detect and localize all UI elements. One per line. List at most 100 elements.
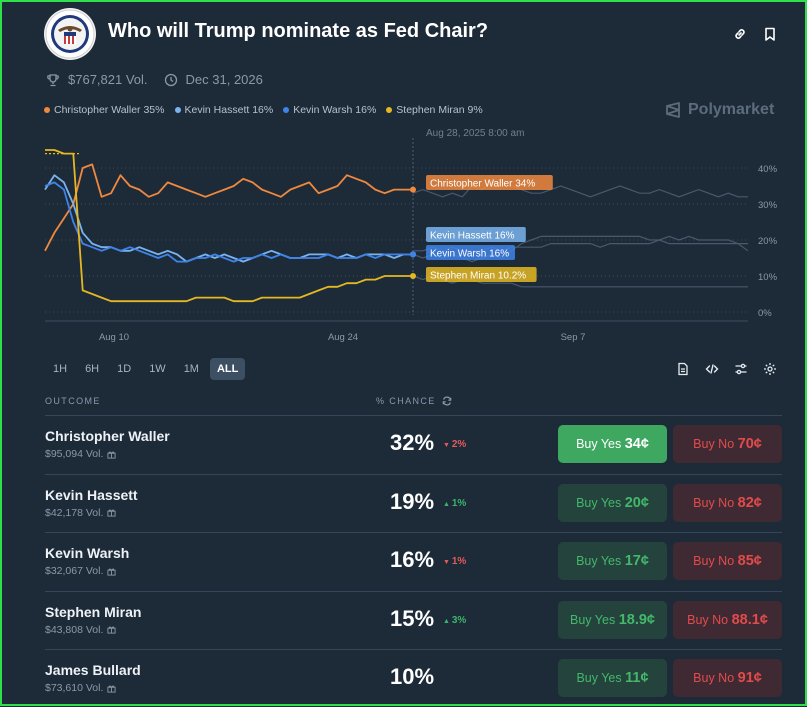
market-meta: $767,821 Vol. Dec 31, 2026 xyxy=(46,72,263,87)
col-chance-label: % CHANCE xyxy=(376,396,436,406)
chance-change-value: 2% xyxy=(451,439,467,450)
chance-change: ▲ 3% xyxy=(443,615,466,626)
legend-item-miran: Stephen Miran 9% xyxy=(386,104,483,116)
y-tick-label: 10% xyxy=(758,272,778,283)
row-divider xyxy=(45,473,782,475)
brand-name: Polymarket xyxy=(688,101,775,118)
change-arrow-icon: ▲ xyxy=(443,617,452,625)
range-1h-button[interactable]: 1H xyxy=(53,363,68,375)
link-icon[interactable] xyxy=(732,26,748,42)
hover-date-label: Aug 28, 2025 8:00 am xyxy=(426,128,524,139)
polymarket-brand: Polymarket xyxy=(664,101,774,119)
future-series-line xyxy=(412,235,749,263)
sliders-icon[interactable] xyxy=(732,360,750,378)
buy-yes-label: Buy Yes xyxy=(576,437,622,451)
outcome-row[interactable]: Kevin Hassett $42,178 Vol. 19% ▲ 1% Buy Yes … xyxy=(45,474,782,532)
y-tick-label: 0% xyxy=(758,308,772,319)
range-1d-button[interactable]: 1D xyxy=(117,363,132,375)
buy-yes-price: 11¢ xyxy=(625,670,649,686)
buy-yes-price: 20¢ xyxy=(624,494,649,511)
outcome-volume-text: $43,808 Vol. xyxy=(45,623,104,636)
outcome-name: Kevin Warsh xyxy=(45,545,130,561)
buy-no-label: Buy No xyxy=(693,437,735,451)
outcome-chance: 16% xyxy=(390,547,435,572)
x-tick-label: Sep 7 xyxy=(561,332,586,343)
outcomes-table-header: OUTCOME % CHANCE xyxy=(45,396,782,406)
clock-icon xyxy=(164,73,177,86)
series-line-kevin-warsh xyxy=(44,181,413,263)
buy-yes-label: Buy Yes xyxy=(576,495,622,510)
outcome-row[interactable]: Christopher Waller $95,094 Vol. 32% ▼ 2% Buy… xyxy=(45,415,782,473)
series-line-stephen-miran xyxy=(45,149,413,303)
legend-item-waller: Christopher Waller 35% xyxy=(44,104,165,116)
market-title: Who will Trump nominate as Fed Chair? xyxy=(108,20,489,42)
series-tag-bg xyxy=(426,267,537,282)
chance-change-value: 1% xyxy=(451,497,467,509)
outcome-name: Christopher Waller xyxy=(45,428,170,444)
buy-no-button[interactable]: Buy No 85¢ xyxy=(673,542,782,580)
outcome-chance: 10% xyxy=(390,664,435,689)
outcome-volume: $42,178 Vol. xyxy=(45,507,116,519)
legend-dot xyxy=(44,107,50,113)
buy-yes-button[interactable]: Buy Yes 18.9¢ xyxy=(558,600,667,639)
trophy-icon xyxy=(47,73,59,86)
gear-icon[interactable] xyxy=(761,360,779,378)
embed-code-icon[interactable] xyxy=(703,360,721,378)
range-6h-button[interactable]: 6H xyxy=(85,363,100,375)
col-outcome: OUTCOME xyxy=(45,396,101,406)
buy-yes-button[interactable]: Buy Yes 17¢ xyxy=(558,542,667,580)
buy-no-label: Buy No xyxy=(687,612,729,627)
chance-change-value: 1% xyxy=(451,556,467,567)
buy-no-button[interactable]: Buy No 70¢ xyxy=(673,425,782,463)
buy-no-label: Buy No xyxy=(693,495,735,510)
price-history-chart[interactable]: 40% 30% 20% 10% 0% Aug 10 Aug 24 Sep 7 Aug 28, 2… xyxy=(0,120,807,350)
series-end-dot xyxy=(410,273,416,279)
outcome-volume-text: $32,067 Vol. xyxy=(45,565,104,577)
series-tag-bg xyxy=(426,245,515,260)
buy-yes-price: 17¢ xyxy=(624,553,649,569)
series-tag-bg xyxy=(426,175,553,190)
polymarket-logo-icon xyxy=(666,102,680,118)
buy-no-price: 82¢ xyxy=(737,494,762,511)
change-arrow-icon: ▼ xyxy=(443,559,452,566)
buy-yes-button[interactable]: Buy Yes 11¢ xyxy=(558,659,667,697)
range-all-button[interactable]: ALL xyxy=(209,358,246,380)
series-end-dot xyxy=(410,251,416,258)
y-tick-label: 40% xyxy=(758,164,778,175)
chart-tools xyxy=(674,360,790,378)
outcome-chance: 32% xyxy=(390,430,435,455)
change-arrow-icon: ▼ xyxy=(443,442,452,449)
buy-yes-label: Buy Yes xyxy=(576,554,622,568)
outcome-chance: 15% xyxy=(390,605,435,631)
time-range-selector: 1H 6H 1D 1W 1M ALL xyxy=(46,358,249,380)
y-tick-label: 30% xyxy=(758,200,778,211)
buy-yes-price: 34¢ xyxy=(624,436,649,452)
outcome-volume-text: $95,094 Vol. xyxy=(45,448,104,460)
buy-no-button[interactable]: Buy No 82¢ xyxy=(673,483,782,522)
buy-yes-button[interactable]: Buy Yes 20¢ xyxy=(558,483,667,522)
outcome-chance: 19% xyxy=(390,488,435,514)
buy-yes-label: Buy Yes xyxy=(576,671,622,685)
document-icon[interactable] xyxy=(674,360,692,378)
outcome-row[interactable]: Stephen Miran $43,808 Vol. 15% ▲ 3% Buy Yes … xyxy=(45,591,782,649)
outcome-row[interactable]: Kevin Warsh $32,067 Vol. 16% ▼ 1% Buy Yes 17… xyxy=(45,532,782,590)
buy-no-button[interactable]: Buy No 91¢ xyxy=(673,659,782,697)
change-arrow-icon: ▲ xyxy=(443,500,452,508)
row-divider xyxy=(45,415,782,416)
bookmark-icon[interactable] xyxy=(762,26,778,42)
refresh-icon[interactable] xyxy=(442,396,452,406)
outcome-row[interactable]: James Bullard $73,610 Vol. 10% Buy Yes 11¢ B… xyxy=(45,649,782,707)
row-divider xyxy=(45,649,782,650)
market-volume: $767,821 Vol. xyxy=(68,72,148,87)
range-1m-button[interactable]: 1M xyxy=(183,363,199,375)
row-divider xyxy=(45,532,782,533)
chart-legend: Christopher Waller 35% Kevin Hassett 16%… xyxy=(44,104,493,116)
buy-no-price: 88.1¢ xyxy=(731,611,768,628)
series-end-dot xyxy=(410,186,416,193)
buy-no-button[interactable]: Buy No 88.1¢ xyxy=(673,600,782,639)
gift-icon xyxy=(107,450,116,459)
buy-yes-button[interactable]: Buy Yes 34¢ xyxy=(558,425,667,463)
range-1w-button[interactable]: 1W xyxy=(149,363,166,375)
legend-item-warsh: Kevin Warsh 16% xyxy=(283,104,376,116)
